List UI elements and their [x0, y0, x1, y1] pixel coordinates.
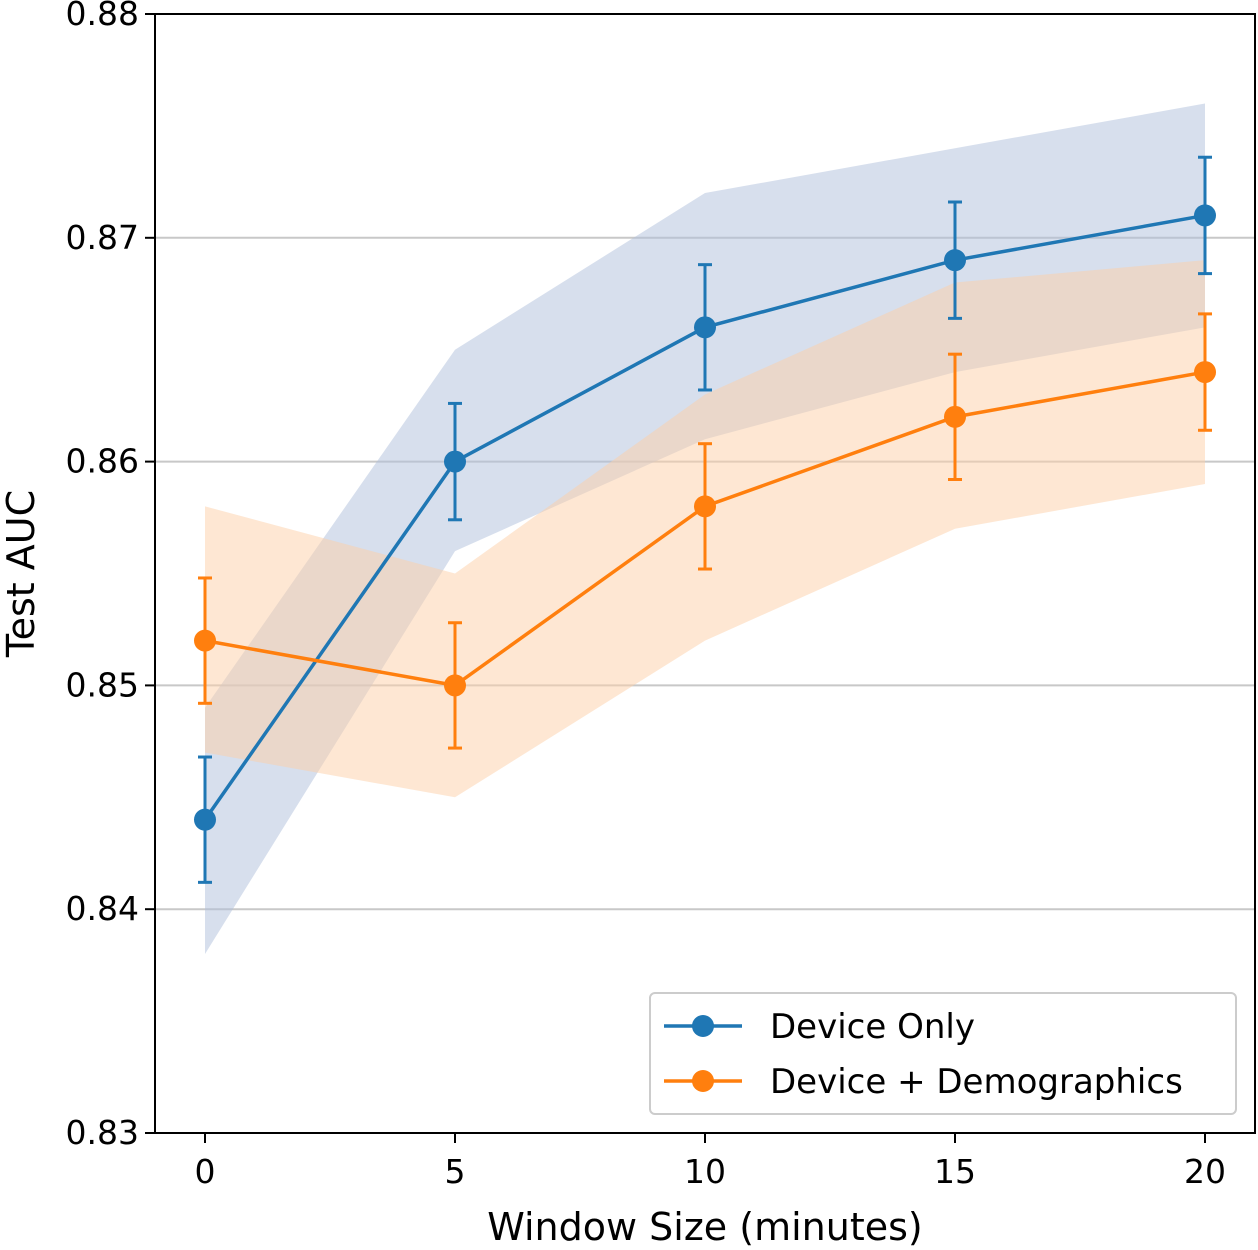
- x-tick-label: 10: [684, 1152, 726, 1191]
- y-tick-label: 0.83: [66, 1113, 139, 1152]
- y-tick-label: 0.84: [66, 889, 139, 928]
- legend: Device Only Device + Demographics: [649, 992, 1237, 1115]
- y-tick-label: 0.85: [66, 665, 139, 704]
- data-point: [1194, 204, 1216, 227]
- legend-box: [649, 992, 1237, 1115]
- legend-marker: [692, 1070, 714, 1092]
- x-axis-label: Window Size (minutes): [487, 1205, 922, 1249]
- data-point: [944, 249, 966, 272]
- data-point: [1194, 361, 1216, 384]
- axis-ticks: 0 5 10 15 20 0.83 0.84 0.85 0.86 0.87 0.88: [66, 0, 1226, 1191]
- y-axis-label: Test AUC: [0, 490, 43, 658]
- x-tick-label: 5: [445, 1152, 466, 1191]
- legend-item: Device + Demographics: [664, 1062, 1183, 1102]
- x-tick-label: 15: [934, 1152, 976, 1191]
- data-point: [694, 495, 716, 518]
- data-point: [944, 405, 966, 428]
- data-point: [694, 316, 716, 339]
- data-point: [444, 450, 466, 473]
- legend-label: Device + Demographics: [770, 1062, 1183, 1102]
- legend-marker: [692, 1015, 714, 1037]
- legend-label: Device Only: [770, 1007, 975, 1047]
- x-tick-label: 0: [195, 1152, 216, 1191]
- legend-item: Device Only: [664, 1007, 975, 1047]
- data-point: [444, 674, 466, 697]
- data-series: [194, 155, 1216, 884]
- y-tick-label: 0.88: [66, 0, 139, 33]
- data-point: [194, 629, 216, 652]
- data-point: [194, 808, 216, 831]
- y-tick-label: 0.87: [66, 218, 139, 257]
- y-tick-label: 0.86: [66, 442, 139, 481]
- x-tick-label: 20: [1184, 1152, 1226, 1191]
